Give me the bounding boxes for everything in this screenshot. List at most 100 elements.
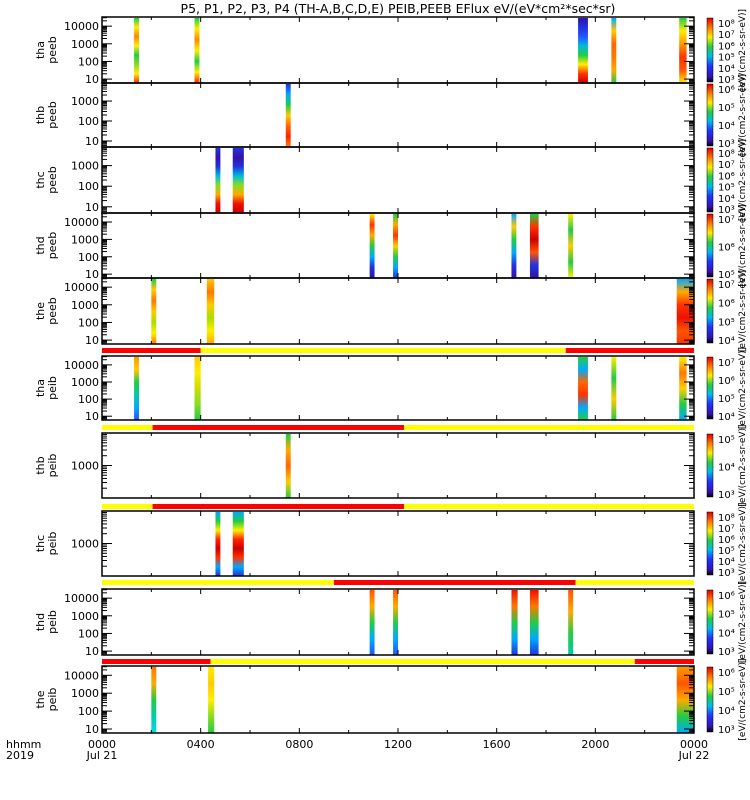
colorbar-tick-label: 10⁶ <box>718 591 735 602</box>
y-tick-label: 1000 <box>71 610 99 623</box>
spectrogram-bar <box>208 667 215 733</box>
x-axis-label-year: 2019 <box>6 749 34 762</box>
panel-frame <box>101 146 695 214</box>
y-axis-label: thdpeeb <box>34 232 59 260</box>
y-tick-label: 10 <box>85 723 99 736</box>
colorbar-tick-label: 10⁵ <box>718 103 735 114</box>
y-tick-label: 1000 <box>71 538 99 551</box>
colorbar-tick-label: 10⁷ <box>718 215 735 226</box>
colorbar-tick-label: 10⁷ <box>718 280 735 291</box>
spectrogram-bar <box>529 214 539 278</box>
spectrogram-bar <box>369 590 375 655</box>
y-tick-label: 10000 <box>64 20 99 33</box>
spectrogram-bar <box>285 434 291 498</box>
colorbar-tick-label: 10⁴ <box>718 628 735 639</box>
spectrogram-bar <box>393 590 398 655</box>
colorbar <box>706 356 714 420</box>
spectrogram-bar <box>369 214 375 278</box>
y-axis-label: thbpeib <box>34 454 59 478</box>
colorbar-tick-label: 10⁶ <box>718 668 735 679</box>
flag-segment-red <box>102 348 201 353</box>
flag-segment-red <box>102 659 211 664</box>
flag-segment-red <box>565 348 694 353</box>
x-tick-label: 1200 <box>384 738 412 751</box>
colorbar-tick-label: 10⁷ <box>718 160 735 171</box>
colorbar-tick-label: 10⁴ <box>718 336 735 347</box>
colorbar-tick-label: 10⁵ <box>718 610 735 621</box>
x-tick-label: 0400 <box>187 738 215 751</box>
spectrogram-bar <box>285 84 291 147</box>
colorbar-unit-label: [eV/(cm2-s-sr-eV)] <box>738 270 748 352</box>
spectrogram-bar <box>134 357 139 420</box>
colorbar-tick-label: 10⁶ <box>718 41 735 52</box>
panel-frame <box>101 355 695 421</box>
panel-frame <box>101 82 695 148</box>
y-tick-label: 1000 <box>71 299 99 312</box>
colorbar-unit-label: [eV/(cm2-s-sr-eV)] <box>738 581 748 663</box>
spectrogram-bar <box>151 667 157 733</box>
panel-thd-peeb: 10000 1000 100 10 thdpeeb 10⁵ 10⁶ 10⁷ [eV/(cm2-s… <box>34 204 748 286</box>
y-tick-label: 10000 <box>64 216 99 229</box>
x-axis-label-hhmm: hhmm <box>6 738 41 751</box>
colorbar-tick-label: 10⁴ <box>718 412 735 423</box>
y-tick-label: 1000 <box>71 38 99 51</box>
panel-the-peeb: 10000 1000 100 10 thepeeb 10⁴ 10⁵ 10⁶ 10⁷ [eV/(cm… <box>34 270 748 352</box>
spectrogram-bar <box>194 18 200 83</box>
spectrogram-bar <box>194 357 201 420</box>
spectrogram-bar <box>529 590 539 655</box>
colorbar-tick-label: 10⁴ <box>718 64 735 75</box>
x-tick-label: 0000 <box>680 738 708 751</box>
colorbar-tick-label: 10⁶ <box>718 535 735 546</box>
spectrogram-bar <box>215 512 221 576</box>
colorbar-unit-label: [eV/(cm2-s-sr-eV)] <box>738 74 748 156</box>
colorbar-tick-label: 10⁸ <box>718 513 735 524</box>
y-axis-label: thbpeeb <box>34 101 59 129</box>
colorbar <box>706 433 714 498</box>
colorbar-tick-label: 10⁵ <box>718 183 735 194</box>
colorbar <box>706 147 714 213</box>
spectrogram-bar <box>511 590 518 655</box>
flag-segment-yellow <box>102 425 153 430</box>
spectrogram-bar <box>679 18 687 83</box>
panel-frame <box>101 510 695 577</box>
flag-segment-red <box>634 659 694 664</box>
colorbar-tick-label: 10⁴ <box>718 121 735 132</box>
panel-thb-peib: 1000 thbpeib 10³ 10⁴ 10⁵ [eV/(cm2-s-sr-eV)] <box>34 424 748 506</box>
y-axis-label: thepeib <box>34 688 59 712</box>
flag-segment-yellow <box>102 580 334 585</box>
colorbar-tick-label: 10⁸ <box>718 19 735 30</box>
panel-frame <box>101 277 695 345</box>
y-tick-label: 100 <box>78 393 99 406</box>
colorbar-tick-label: 10³ <box>718 568 735 579</box>
colorbar-unit-label: [eV/(cm2-s-sr-eV)] <box>738 424 748 506</box>
spectrogram-bar <box>134 18 139 83</box>
colorbar-tick-label: 10⁷ <box>718 30 735 41</box>
x-tick-label: 2000 <box>581 738 609 751</box>
y-tick-label: 100 <box>78 705 99 718</box>
colorbar <box>706 213 714 278</box>
colorbar-tick-label: 10⁶ <box>718 85 735 96</box>
colorbar-tick-label: 10⁶ <box>718 171 735 182</box>
colorbar-tick-label: 10⁴ <box>718 194 735 205</box>
y-tick-label: 1000 <box>71 376 99 389</box>
panel-thb-peeb: 1000 100 10 thbpeeb 10³ 10⁴ 10⁵ 10⁶ [eV/(cm2-s-s… <box>34 74 748 156</box>
y-tick-label: 1000 <box>71 95 99 108</box>
flag-segment-yellow <box>404 504 694 509</box>
flag-segment-yellow <box>575 580 694 585</box>
spectrogram-bar <box>611 18 617 83</box>
y-axis-label: thdpeib <box>34 610 59 634</box>
colorbar-tick-label: 10⁵ <box>718 53 735 64</box>
colorbar-tick-label: 10⁴ <box>718 463 735 474</box>
colorbar-unit-label: [eV/(cm2-s-sr-eV)] <box>738 502 748 584</box>
colorbar-tick-label: 10⁴ <box>718 557 735 568</box>
colorbar-tick-label: 10⁵ <box>718 435 735 446</box>
x-tick-label: 0800 <box>285 738 313 751</box>
y-tick-label: 100 <box>78 180 99 193</box>
y-tick-label: 10000 <box>64 669 99 682</box>
spectrogram-bar <box>232 148 244 213</box>
spectrogram-bar <box>568 590 574 655</box>
spectrogram-bar <box>393 214 398 278</box>
